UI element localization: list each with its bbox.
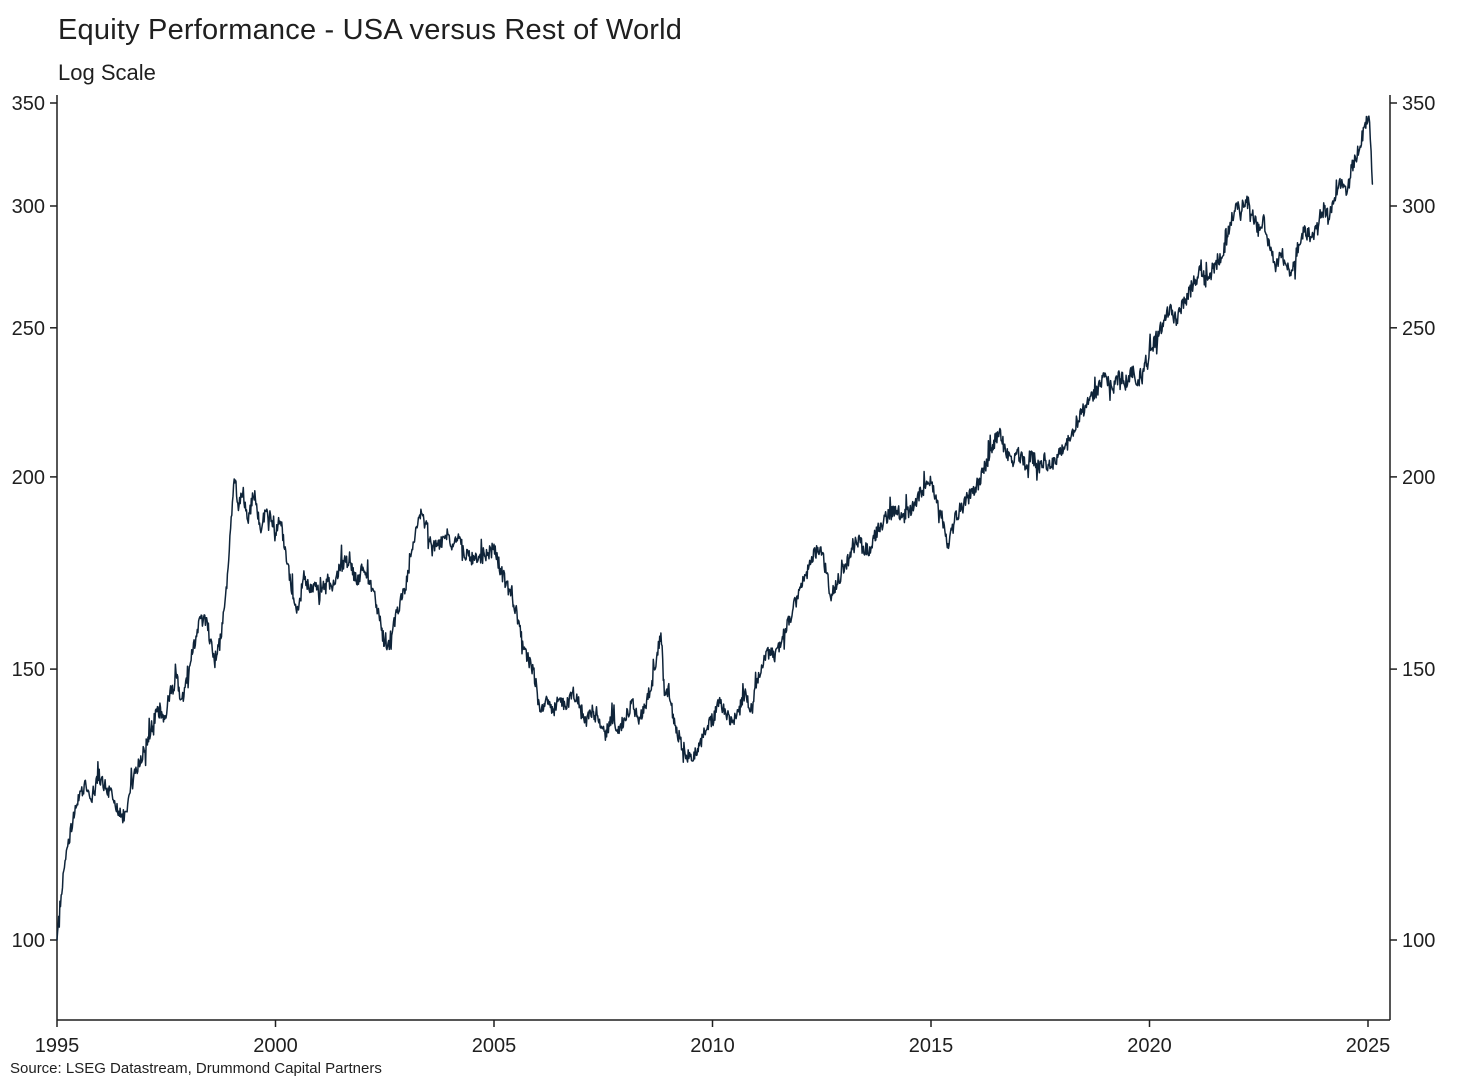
x-tick-label: 2020: [1127, 1035, 1172, 1057]
y-tick-label-right: 250: [1402, 318, 1435, 340]
y-tick-label-left: 350: [12, 93, 45, 115]
y-tick-label-left: 150: [12, 659, 45, 681]
y-tick-label-right: 350: [1402, 93, 1435, 115]
y-tick-label-right: 150: [1402, 659, 1435, 681]
x-tick-label: 2010: [690, 1035, 735, 1057]
source-note: Source: LSEG Datastream, Drummond Capita…: [10, 1060, 382, 1077]
chart-subtitle: Log Scale: [58, 60, 156, 85]
y-tick-label-left: 300: [12, 196, 45, 218]
chart-title: Equity Performance - USA versus Rest of …: [58, 14, 683, 46]
y-tick-label-right: 100: [1402, 930, 1435, 952]
x-tick-label: 2000: [253, 1035, 298, 1057]
y-tick-label-right: 300: [1402, 196, 1435, 218]
x-tick-label: 2015: [909, 1035, 954, 1057]
y-tick-label-right: 200: [1402, 467, 1435, 489]
x-tick-label: 2005: [472, 1035, 517, 1057]
series-line-usa-vs-row: [56, 115, 1374, 941]
y-tick-label-left: 250: [12, 318, 45, 340]
y-tick-label-left: 100: [12, 930, 45, 952]
x-tick-label: 2025: [1346, 1035, 1391, 1057]
y-tick-label-left: 200: [12, 467, 45, 489]
x-tick-label: 1995: [35, 1035, 80, 1057]
